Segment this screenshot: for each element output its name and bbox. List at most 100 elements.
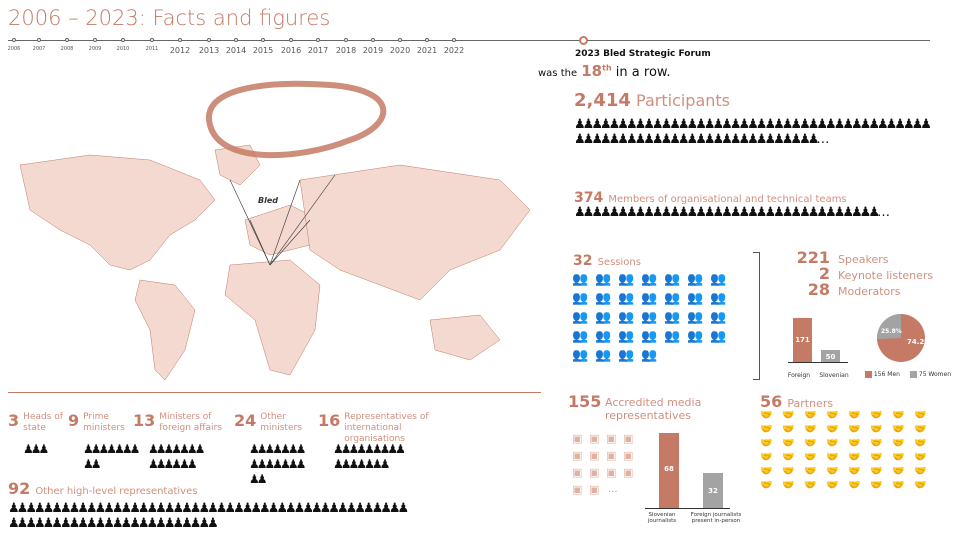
timeline-dot — [37, 38, 41, 42]
timeline-dot — [65, 38, 69, 42]
timeline-year[interactable]: 2012 — [169, 46, 191, 55]
timeline-year[interactable]: 2013 — [198, 46, 220, 55]
speaker-stat: 28 Moderators — [780, 280, 950, 299]
person-icon: ♟ — [395, 442, 406, 456]
person-icon: ♟ — [42, 501, 55, 516]
media-bar-axis — [645, 508, 730, 509]
other-high-level-icons: ♟♟♟♟♟♟♟♟♟♟♟♟♟♟♟♟♟♟♟♟♟♟♟♟♟♟♟♟♟♟♟♟♟♟♟♟♟♟♟♟… — [8, 501, 409, 531]
speakers-bar-axis — [788, 362, 848, 363]
pie-slice-women — [877, 314, 901, 340]
bar-label-slovenian-journalists: Slovenian journalists — [647, 512, 677, 524]
group-icon: 👥 — [618, 329, 635, 344]
person-icon: ♟ — [129, 501, 141, 516]
timeline-year[interactable]: 2019 — [362, 46, 384, 55]
person-icon: ♟ — [677, 132, 690, 147]
person-icon: ♟ — [348, 457, 360, 471]
person-icon: ♟ — [799, 205, 811, 220]
timeline-year[interactable]: 2018 — [335, 46, 357, 55]
timeline-dot — [207, 38, 211, 42]
person-icon: ♟ — [833, 205, 846, 220]
person-icon: ♟ — [703, 132, 716, 147]
timeline-year[interactable]: 2006 — [7, 46, 21, 52]
handshake-icon: 🤝 — [826, 452, 839, 463]
person-icon: ♟ — [388, 501, 401, 516]
participants-label: Participants — [636, 91, 731, 110]
person-icon: ♟ — [336, 501, 349, 516]
highlight-loop — [205, 80, 387, 159]
group-icon: 👥 — [641, 329, 658, 344]
person-icon: ♟ — [755, 205, 768, 220]
delegation-label: Other ministers — [260, 412, 302, 433]
person-icon: ♟ — [764, 205, 776, 220]
bar-label-foreign: Foreign — [787, 372, 811, 379]
handshake-icon: 🤝 — [870, 466, 883, 477]
timeline-year[interactable]: 2015 — [252, 46, 274, 55]
timeline-dot — [425, 38, 429, 42]
handshake-icon: 🤝 — [760, 438, 773, 449]
forum-ordinal: 18 — [581, 62, 603, 80]
group-icon: 👥 — [618, 310, 635, 325]
timeline-year[interactable]: 2014 — [225, 46, 247, 55]
handshake-icon: 🤝 — [782, 424, 795, 435]
timeline-year[interactable]: 2011 — [145, 46, 159, 52]
person-icon: ♟ — [224, 501, 236, 516]
partners-number: 56 — [760, 392, 783, 411]
person-icon: ♟ — [634, 205, 647, 220]
delegation-number: 24 — [234, 411, 257, 430]
person-icon: ♟ — [686, 205, 699, 220]
group-icon: 👥 — [687, 310, 704, 325]
person-icon: ♟ — [94, 516, 107, 531]
handshake-icon: 🤝 — [870, 424, 883, 435]
person-icon: ♟ — [868, 117, 880, 132]
bar-label-slovenian: Slovenian — [819, 372, 849, 379]
media-label: Accredited media representatives — [605, 396, 702, 422]
group-icon: 👥 — [664, 329, 681, 344]
person-icon: ♟ — [599, 205, 612, 220]
timeline-dot — [398, 38, 402, 42]
africa — [224, 259, 321, 376]
page-title: 2006 – 2023: Facts and figures — [8, 6, 331, 30]
person-icon: ♟ — [608, 205, 621, 220]
handshake-icon: 🤝 — [848, 466, 861, 477]
timeline-year[interactable]: 2010 — [116, 46, 130, 52]
person-icon: ♟ — [703, 205, 716, 220]
person-icon: ♟ — [816, 205, 828, 220]
person-icon: ♟ — [859, 205, 872, 220]
timeline-year[interactable]: 2009 — [88, 46, 102, 52]
person-icon: ♟ — [163, 516, 176, 531]
delegation-label: Representatives of international organis… — [344, 412, 429, 444]
timeline-year[interactable]: 2016 — [280, 46, 302, 55]
group-icon: 👥 — [641, 291, 658, 306]
timeline-year[interactable]: 2022 — [443, 46, 465, 55]
camera-icon: ▣ — [572, 449, 583, 462]
person-icon: ♟ — [781, 132, 794, 147]
person-icon: ♟ — [148, 442, 159, 456]
timeline-year[interactable]: 2008 — [60, 46, 74, 52]
person-icon: ♟ — [643, 205, 655, 220]
timeline-year[interactable]: 2017 — [307, 46, 329, 55]
person-icon: ♟ — [371, 457, 383, 471]
person-icon: ♟ — [163, 457, 175, 471]
person-icon: ♟ — [695, 205, 707, 220]
camera-icon: ▣ — [606, 449, 617, 462]
person-icon: ♟ — [851, 205, 863, 220]
camera-icon: ▣ — [572, 466, 583, 479]
handshake-icon: 🤝 — [914, 424, 927, 435]
handshake-icon: 🤝 — [782, 452, 795, 463]
map-location-label: Bled — [258, 196, 278, 205]
media-ellipsis: ... — [608, 484, 618, 495]
gender-pie: 74.2% 25.8% — [877, 314, 926, 362]
person-icon: ♟ — [591, 205, 603, 220]
handshake-icon: 🤝 — [914, 466, 927, 477]
group-icon: 👥 — [572, 310, 589, 325]
person-icon: ♟ — [264, 457, 276, 471]
timeline-year[interactable]: 2021 — [416, 46, 438, 55]
timeline-year[interactable]: 2007 — [32, 46, 46, 52]
person-icon: ♟ — [114, 442, 125, 456]
timeline-year[interactable]: 2020 — [389, 46, 411, 55]
camera-icon: ▣ — [623, 466, 634, 479]
person-icon: ♟ — [348, 442, 360, 456]
person-icon: ♟ — [155, 442, 167, 456]
person-icon: ♟ — [137, 501, 150, 516]
camera-icon: ▣ — [606, 466, 617, 479]
